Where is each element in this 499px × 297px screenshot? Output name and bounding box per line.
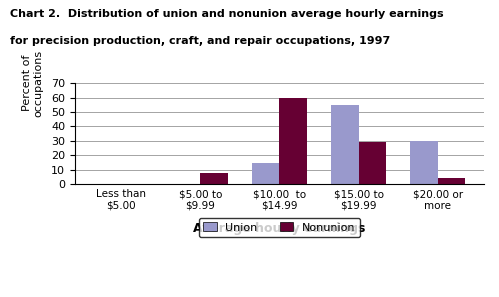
X-axis label: Average hourly earnings: Average hourly earnings: [193, 222, 366, 235]
Bar: [331, 105, 359, 184]
Bar: [279, 98, 307, 184]
Bar: [359, 142, 386, 184]
Text: Chart 2.  Distribution of union and nonunion average hourly earnings: Chart 2. Distribution of union and nonun…: [10, 9, 444, 19]
Bar: [438, 178, 466, 184]
Legend: Union, Nonunion: Union, Nonunion: [199, 218, 360, 237]
Y-axis label: Percent of
occupations: Percent of occupations: [21, 50, 43, 117]
Bar: [251, 162, 279, 184]
Text: for precision production, craft, and repair occupations, 1997: for precision production, craft, and rep…: [10, 36, 390, 46]
Bar: [410, 141, 438, 184]
Bar: [200, 173, 228, 184]
